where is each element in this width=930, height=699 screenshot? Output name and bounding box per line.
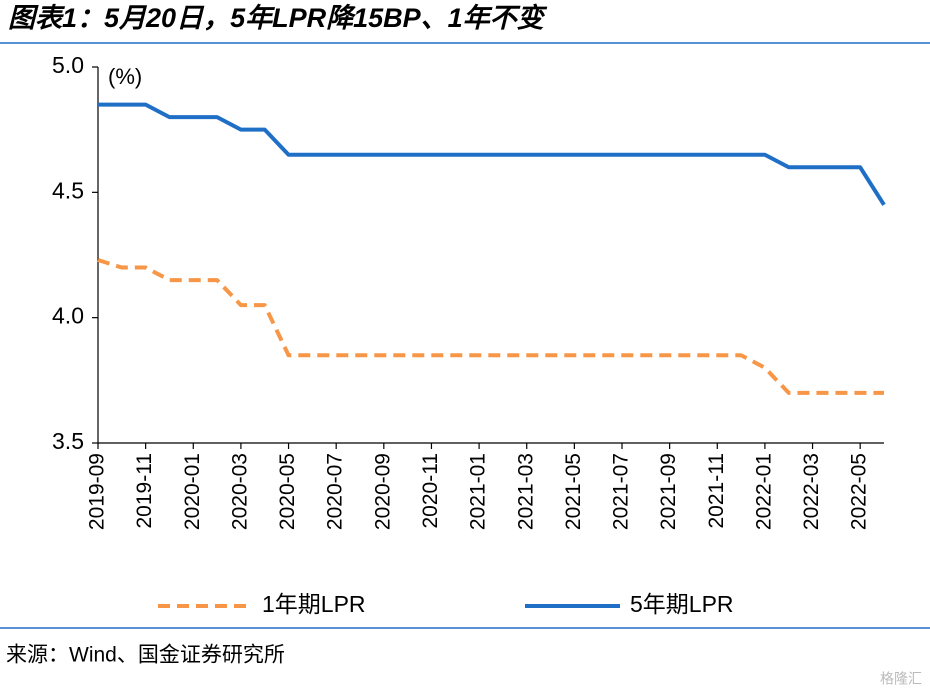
x-tick-label: 2021-03 <box>514 453 537 530</box>
x-tick-label: 2022-01 <box>752 453 775 530</box>
x-tick-label: 2021-01 <box>467 453 490 530</box>
x-tick-label: 2019-09 <box>86 453 109 530</box>
line-series <box>97 258 884 395</box>
legend-label: 5年期LPR <box>630 591 734 617</box>
x-tick-label: 2022-03 <box>800 453 823 530</box>
x-tick-label: 2020-01 <box>181 453 204 530</box>
x-tick-label: 2020-09 <box>371 453 394 530</box>
x-tick-label: 2020-11 <box>419 453 442 529</box>
x-tick-label: 2019-11 <box>133 453 156 529</box>
x-tick-label: 2020-05 <box>276 453 299 530</box>
x-tick-label: 2021-05 <box>562 453 585 530</box>
legend-label: 1年期LPR <box>262 591 366 617</box>
x-tick-label: 2020-07 <box>324 453 347 530</box>
y-tick-label: 4.5 <box>52 177 84 203</box>
chart-title: 图表1：5月20日，5年LPR降15BP、1年不变 <box>8 3 548 33</box>
y-tick-label: 4.0 <box>52 303 84 329</box>
line-series <box>98 102 886 206</box>
y-unit: (%) <box>108 64 142 89</box>
x-tick-label: 2021-09 <box>657 453 680 530</box>
x-tick-label: 2022-05 <box>848 453 871 530</box>
y-tick-label: 5.0 <box>52 52 84 78</box>
source: 来源：Wind、国金证券研究所 <box>6 644 285 667</box>
x-tick-label: 2021-07 <box>610 453 633 530</box>
y-tick-label: 3.5 <box>52 428 84 454</box>
x-tick-label: 2021-11 <box>705 453 728 529</box>
x-tick-label: 2020-03 <box>228 453 251 530</box>
watermark: 格隆汇 <box>880 671 922 687</box>
